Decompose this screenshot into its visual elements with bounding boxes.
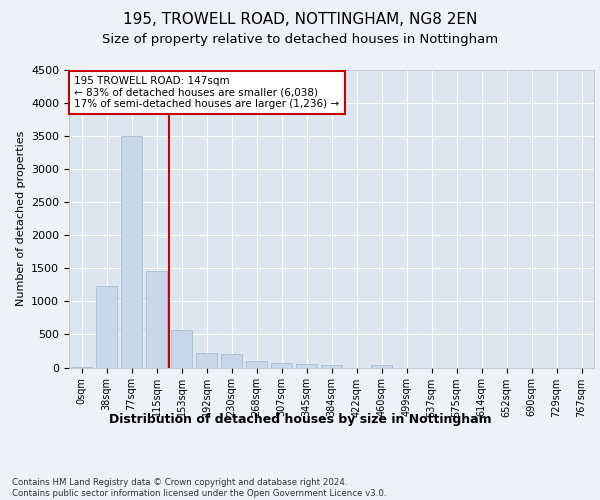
Y-axis label: Number of detached properties: Number of detached properties <box>16 131 26 306</box>
Bar <box>271 363 292 368</box>
Bar <box>146 271 167 368</box>
Bar <box>246 361 267 368</box>
Bar <box>121 136 142 368</box>
Text: 195 TROWELL ROAD: 147sqm
← 83% of detached houses are smaller (6,038)
17% of sem: 195 TROWELL ROAD: 147sqm ← 83% of detach… <box>74 76 340 109</box>
Bar <box>171 330 192 368</box>
Bar <box>96 286 117 368</box>
Text: Distribution of detached houses by size in Nottingham: Distribution of detached houses by size … <box>109 412 491 426</box>
Text: Contains HM Land Registry data © Crown copyright and database right 2024.
Contai: Contains HM Land Registry data © Crown c… <box>12 478 386 498</box>
Text: 195, TROWELL ROAD, NOTTINGHAM, NG8 2EN: 195, TROWELL ROAD, NOTTINGHAM, NG8 2EN <box>123 12 477 28</box>
Bar <box>321 365 342 368</box>
Bar <box>196 354 217 368</box>
Text: Size of property relative to detached houses in Nottingham: Size of property relative to detached ho… <box>102 32 498 46</box>
Bar <box>371 364 392 368</box>
Bar <box>71 367 92 368</box>
Bar <box>296 364 317 368</box>
Bar <box>221 354 242 368</box>
